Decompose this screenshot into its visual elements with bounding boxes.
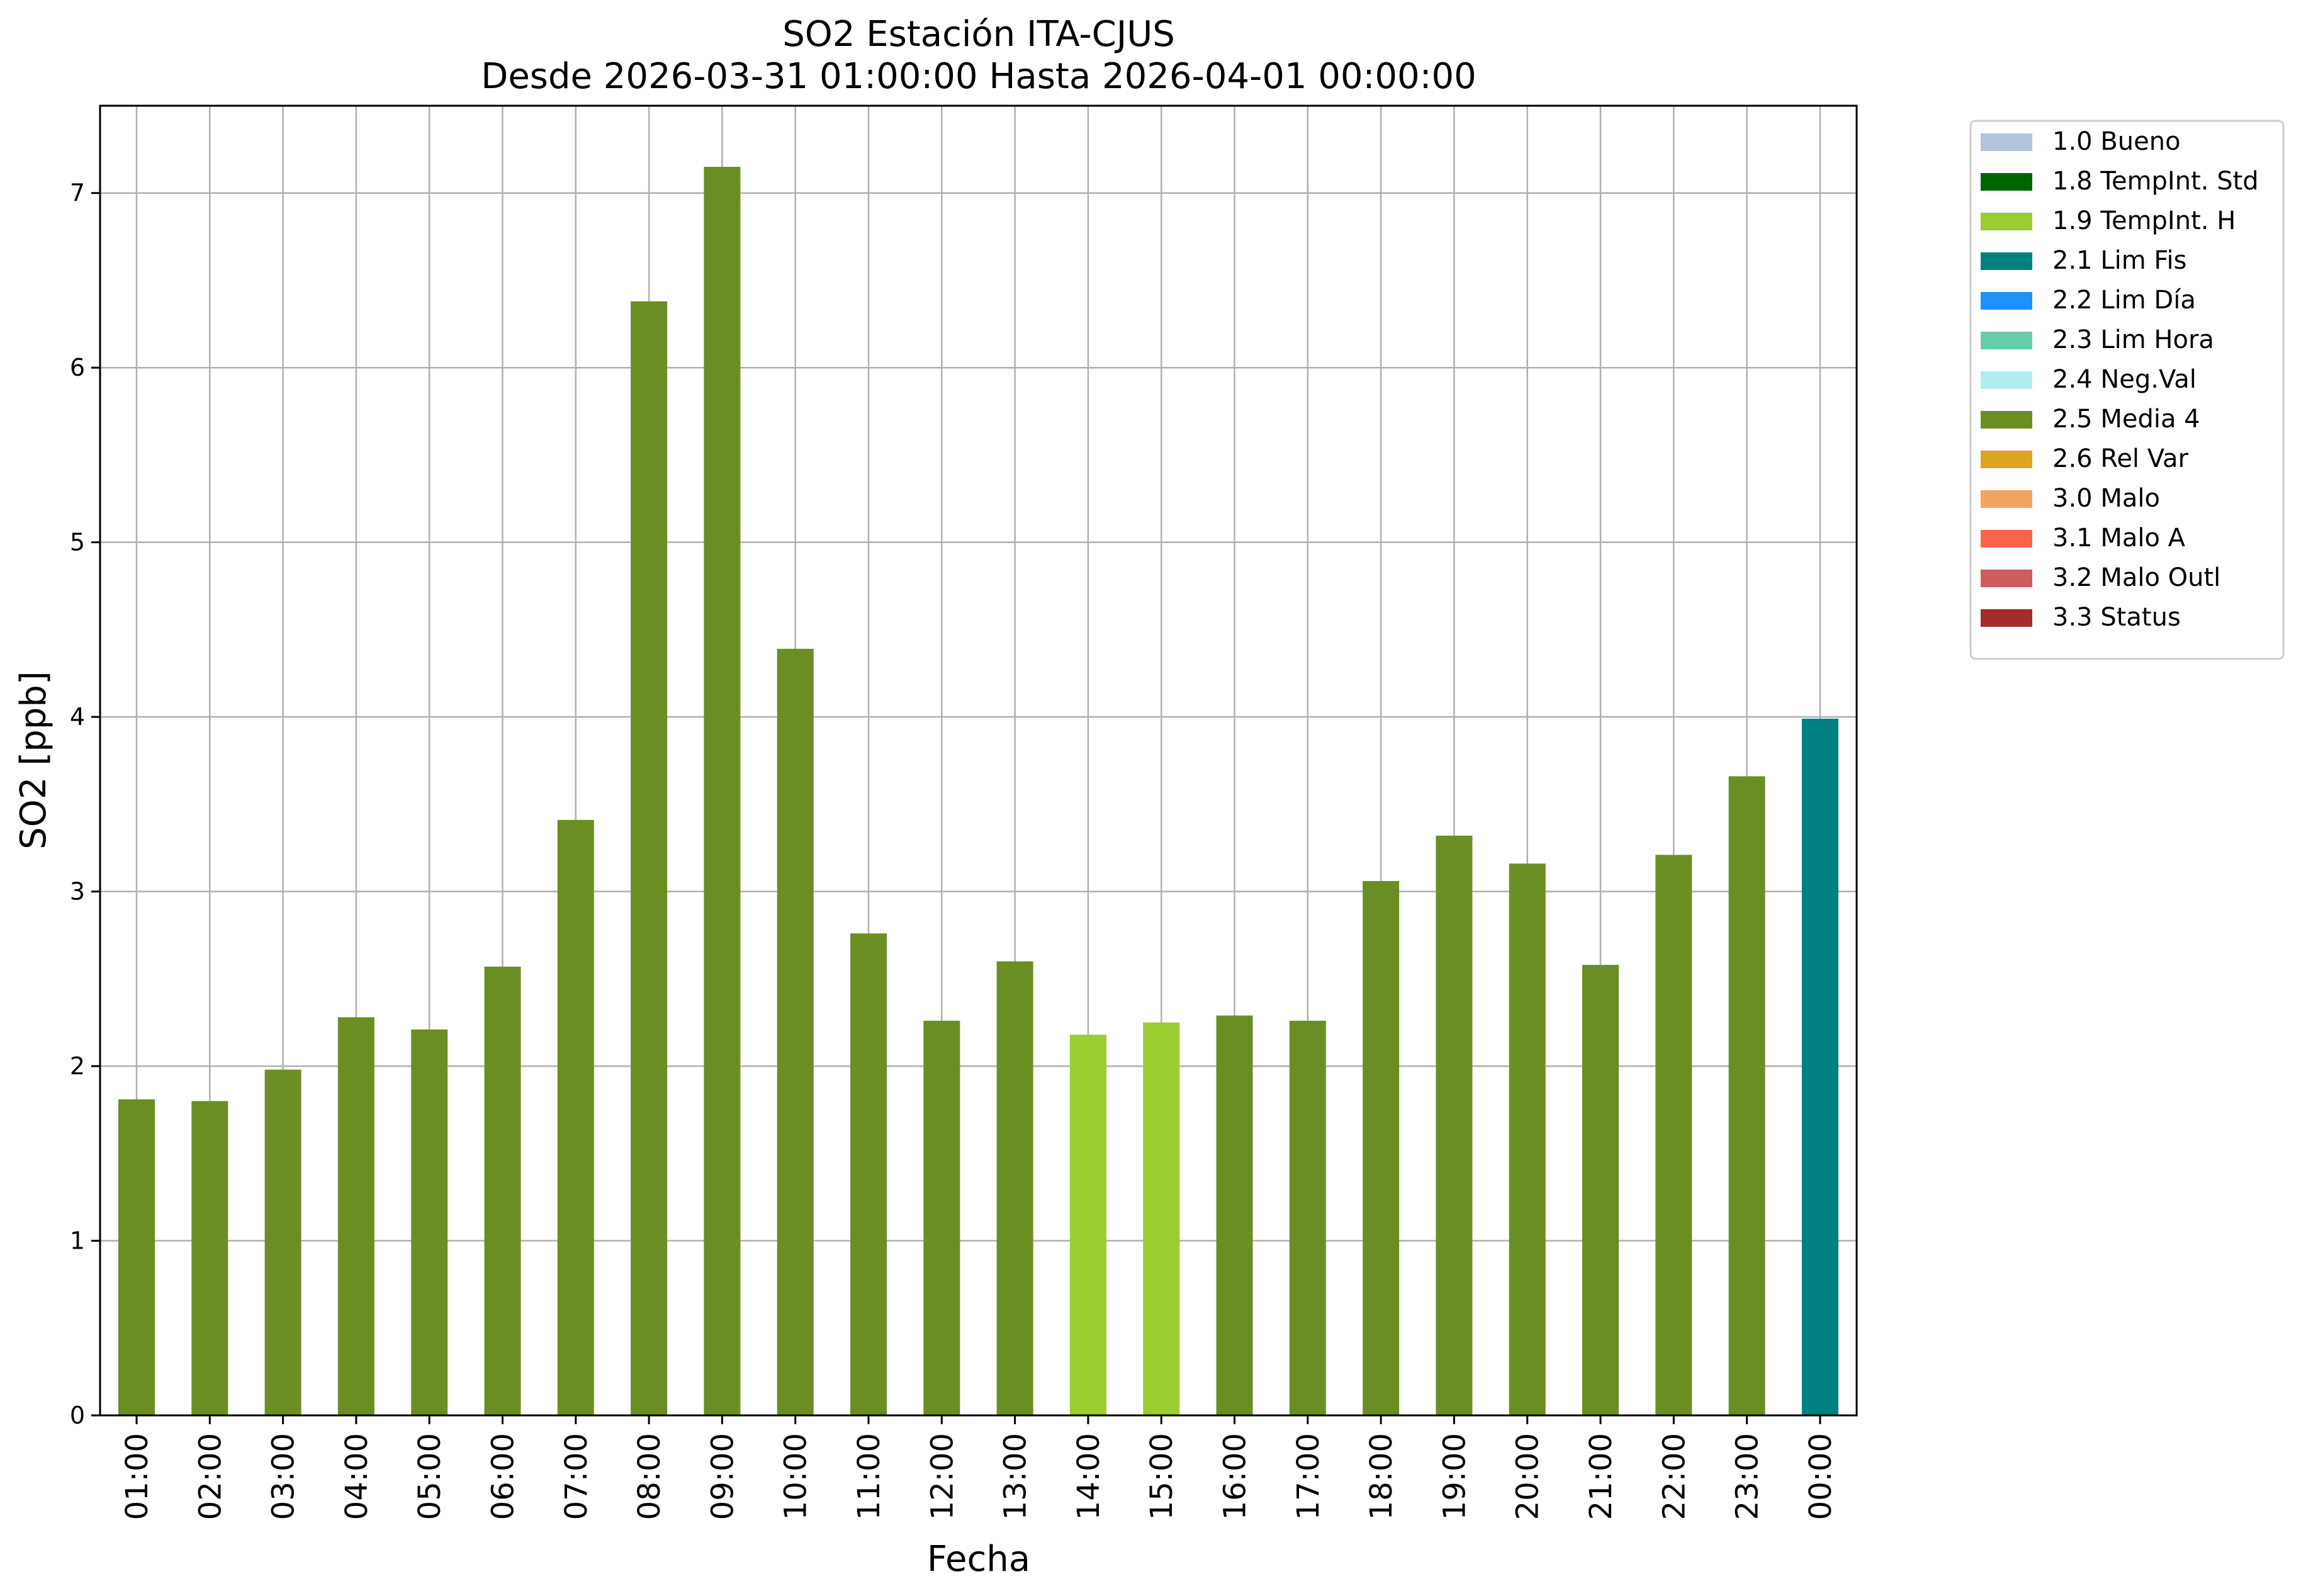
legend-label: 3.1 Malo A <box>2052 524 2186 553</box>
x-tick-label: 21:00 <box>1584 1433 1619 1520</box>
bar-0900 <box>704 167 741 1416</box>
x-tick-label: 22:00 <box>1657 1433 1692 1520</box>
x-tick-label: 10:00 <box>779 1433 814 1520</box>
bar-2000 <box>1509 863 1546 1415</box>
x-tick-label: 16:00 <box>1218 1433 1253 1520</box>
y-tick-label: 0 <box>70 1402 85 1429</box>
bar-1000 <box>777 648 814 1415</box>
x-tick-label: 04:00 <box>339 1433 374 1520</box>
legend-swatch <box>1981 530 2032 548</box>
x-tick-label: 13:00 <box>998 1433 1033 1520</box>
x-tick-label: 07:00 <box>559 1433 594 1520</box>
x-tick-label: 06:00 <box>486 1433 521 1520</box>
y-axis-ticks: 0 1 2 3 4 5 6 7 <box>70 179 100 1429</box>
bar-0100 <box>118 1099 155 1415</box>
y-tick-label: 1 <box>70 1227 85 1255</box>
x-tick-label: 03:00 <box>266 1433 301 1520</box>
x-tick-label: 18:00 <box>1364 1433 1399 1520</box>
y-tick-label: 6 <box>70 354 85 381</box>
y-axis-label: SO2 [ppb] <box>13 671 54 849</box>
bar-0200 <box>191 1101 228 1415</box>
x-axis-ticks: 01:00 02:00 03:00 04:00 05:00 06:00 07:00 08:00… <box>120 1415 1838 1520</box>
bar-1600 <box>1216 1015 1253 1415</box>
y-tick-label: 3 <box>70 878 85 906</box>
bar-1500 <box>1143 1022 1180 1415</box>
bar-0300 <box>264 1069 301 1415</box>
x-tick-label: 05:00 <box>412 1433 447 1520</box>
legend-swatch <box>1981 332 2032 349</box>
legend-swatch <box>1981 609 2032 627</box>
bar-0800 <box>631 301 668 1415</box>
legend-swatch <box>1981 411 2032 429</box>
bar-1200 <box>923 1020 960 1415</box>
legend-label: 2.6 Rel Var <box>2052 444 2189 473</box>
legend-label: 2.5 Media 4 <box>2052 405 2200 434</box>
bar-1700 <box>1289 1020 1326 1415</box>
bar-0500 <box>411 1029 448 1415</box>
legend: 1.0 Bueno 1.8 TempInt. Std 1.9 TempInt. H 2… <box>1969 120 2285 660</box>
bar-0600 <box>484 966 521 1415</box>
bar-1300 <box>996 961 1033 1415</box>
x-tick-label: 02:00 <box>193 1433 228 1520</box>
legend-label: 1.9 TempInt. H <box>2052 206 2236 235</box>
legend-label: 2.4 Neg.Val <box>2052 365 2197 394</box>
bars <box>118 167 1838 1416</box>
legend-label: 2.2 Lim Día <box>2052 286 2196 315</box>
y-tick-label: 4 <box>70 703 85 731</box>
bar-1400 <box>1069 1035 1106 1415</box>
bar-2200 <box>1655 855 1692 1415</box>
legend-swatch <box>1981 173 2032 191</box>
legend-label: 1.8 TempInt. Std <box>2052 167 2259 196</box>
legend-swatch <box>1981 252 2032 270</box>
x-tick-label: 11:00 <box>852 1433 887 1520</box>
chart-title-line1: SO2 Estación ITA-CJUS <box>782 14 1175 55</box>
x-axis-label: Fecha <box>927 1539 1030 1580</box>
y-tick-label: 2 <box>70 1052 85 1080</box>
x-tick-label: 15:00 <box>1144 1433 1179 1520</box>
x-tick-label: 08:00 <box>632 1433 667 1520</box>
legend-swatch <box>1981 490 2032 508</box>
legend-swatch <box>1981 292 2032 310</box>
plot-frame <box>99 104 1858 1417</box>
legend-label: 3.0 Malo <box>2052 484 2160 513</box>
bar-0000 <box>1801 718 1838 1415</box>
legend-swatch <box>1981 213 2032 230</box>
bar-0700 <box>557 819 594 1415</box>
bar-2100 <box>1582 965 1619 1415</box>
legend-label: 3.3 Status <box>2052 603 2181 632</box>
chart-title-line2: Desde 2026-03-31 01:00:00 Hasta 2026-04-… <box>481 56 1477 97</box>
x-tick-label: 12:00 <box>925 1433 960 1520</box>
legend-swatch <box>1981 133 2032 151</box>
bar-2300 <box>1728 776 1765 1415</box>
legend-box <box>1969 120 2285 660</box>
x-tick-label: 20:00 <box>1511 1433 1546 1520</box>
x-tick-label: 14:00 <box>1071 1433 1106 1520</box>
bar-1900 <box>1436 835 1473 1415</box>
legend-swatch <box>1981 451 2032 468</box>
bar-0400 <box>337 1017 374 1415</box>
legend-label: 2.3 Lim Hora <box>2052 325 2214 354</box>
bar-1100 <box>850 933 887 1415</box>
x-tick-label: 09:00 <box>705 1433 740 1520</box>
legend-swatch <box>1981 371 2032 389</box>
legend-label: 3.2 Malo Outl <box>2052 563 2220 592</box>
x-tick-label: 01:00 <box>120 1433 155 1520</box>
x-tick-label: 23:00 <box>1730 1433 1765 1520</box>
bar-1800 <box>1363 880 1400 1415</box>
y-tick-label: 7 <box>70 179 85 207</box>
y-tick-label: 5 <box>70 529 85 556</box>
legend-label: 2.1 Lim Fis <box>2052 246 2186 275</box>
x-tick-label: 17:00 <box>1291 1433 1326 1520</box>
x-tick-label: 00:00 <box>1803 1433 1838 1520</box>
legend-swatch <box>1981 570 2032 587</box>
x-tick-label: 19:00 <box>1437 1433 1472 1520</box>
legend-label: 1.0 Bueno <box>2052 127 2181 156</box>
